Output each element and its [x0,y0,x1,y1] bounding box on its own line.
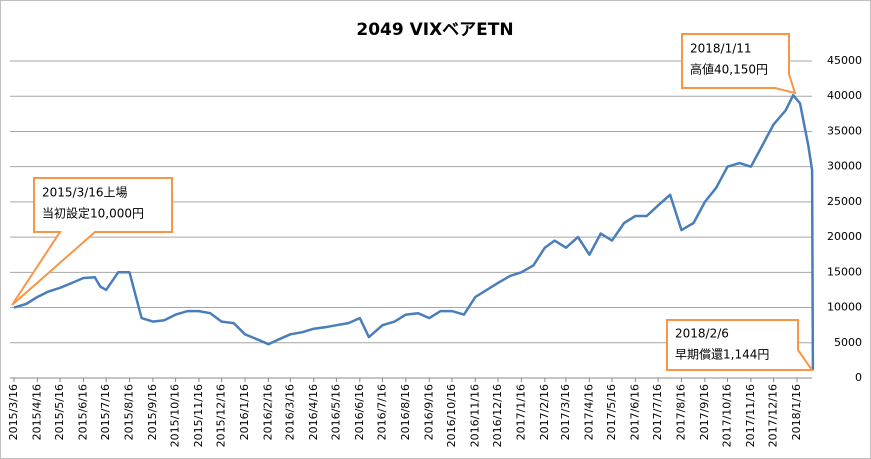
x-tick-label: 2015/4/16 [30,384,43,440]
x-tick-label: 2017/9/16 [698,384,711,440]
y-tick-label: 0 [855,371,862,384]
x-tick-label: 2016/10/16 [445,384,458,447]
x-tick-label: 2016/7/16 [375,384,388,440]
x-tick-label: 2017/3/16 [559,384,572,440]
callout: 2015/3/16上場 当初設定10,000円 [11,177,173,306]
chart-title: 2049 VIXベアETN [356,20,513,40]
x-tick-label: 2017/12/16 [767,384,780,447]
x-tick-label: 2016/6/16 [353,384,366,440]
x-tick-label: 2015/10/16 [169,384,182,447]
x-tick-label: 2015/11/16 [192,384,205,447]
line-series [13,93,815,370]
x-tick-label: 2015/12/16 [215,384,228,447]
x-tick-label: 2017/2/16 [538,384,551,440]
x-tick-label: 2015/8/16 [123,384,136,440]
y-tick-label: 5000 [834,336,862,349]
x-tick-label: 2017/6/16 [628,384,641,440]
y-tick-label: 45000 [827,54,862,67]
x-tick-label: 2016/4/16 [307,384,320,440]
x-tick-label: 2017/1/16 [514,384,527,440]
x-tick-label: 2016/9/16 [422,384,435,440]
x-tick-label: 2016/1/16 [238,384,251,440]
callout-text: 2015/3/16上場 [42,186,128,200]
x-tick-label: 2015/9/16 [146,384,159,440]
x-tick-label: 2016/12/16 [491,384,504,447]
callout-text: 早期償還1,144円 [675,348,769,362]
y-tick-label: 40000 [827,89,862,102]
callout-box [681,33,797,95]
x-tick-label: 2015/6/16 [76,384,89,440]
x-tick-label: 2017/5/16 [605,384,618,440]
y-tick-label: 35000 [827,124,862,137]
x-tick-label: 2016/5/16 [329,384,342,440]
callout-text: 当初設定10,000円 [42,206,144,221]
y-tick-label: 10000 [827,301,862,314]
y-tick-label: 25000 [827,195,862,208]
x-tick-label: 2017/10/16 [721,384,734,447]
callout: 2018/1/11 高値40,150円 [681,33,797,95]
x-tick-label: 2016/2/16 [261,384,274,440]
x-tick-label: 2016/3/16 [283,384,296,440]
x-tick-label: 2015/7/16 [99,384,112,440]
x-tick-label: 2015/3/16 [7,384,20,440]
callout-text: 高値40,150円 [690,62,768,77]
y-tick-label: 15000 [827,265,862,278]
callout-box [666,319,814,371]
y-tick-label: 20000 [827,230,862,243]
x-tick-label: 2017/8/16 [674,384,687,440]
x-tick-label: 2017/7/16 [651,384,664,440]
x-tick-label: 2017/11/16 [744,384,757,447]
callout-text: 2018/2/6 [675,327,729,341]
y-tick-label: 30000 [827,160,862,173]
callout-box [11,177,173,306]
callout: 2018/2/6 早期償還1,144円 [666,319,814,371]
x-tick-label: 2015/5/16 [53,384,66,440]
x-tick-label: 2016/8/16 [399,384,412,440]
callout-text: 2018/1/11 [690,42,752,56]
x-tick-label: 2017/4/16 [582,384,595,440]
x-tick-label: 2016/11/16 [468,384,481,447]
x-tick-label: 2018/1/16 [790,384,803,440]
